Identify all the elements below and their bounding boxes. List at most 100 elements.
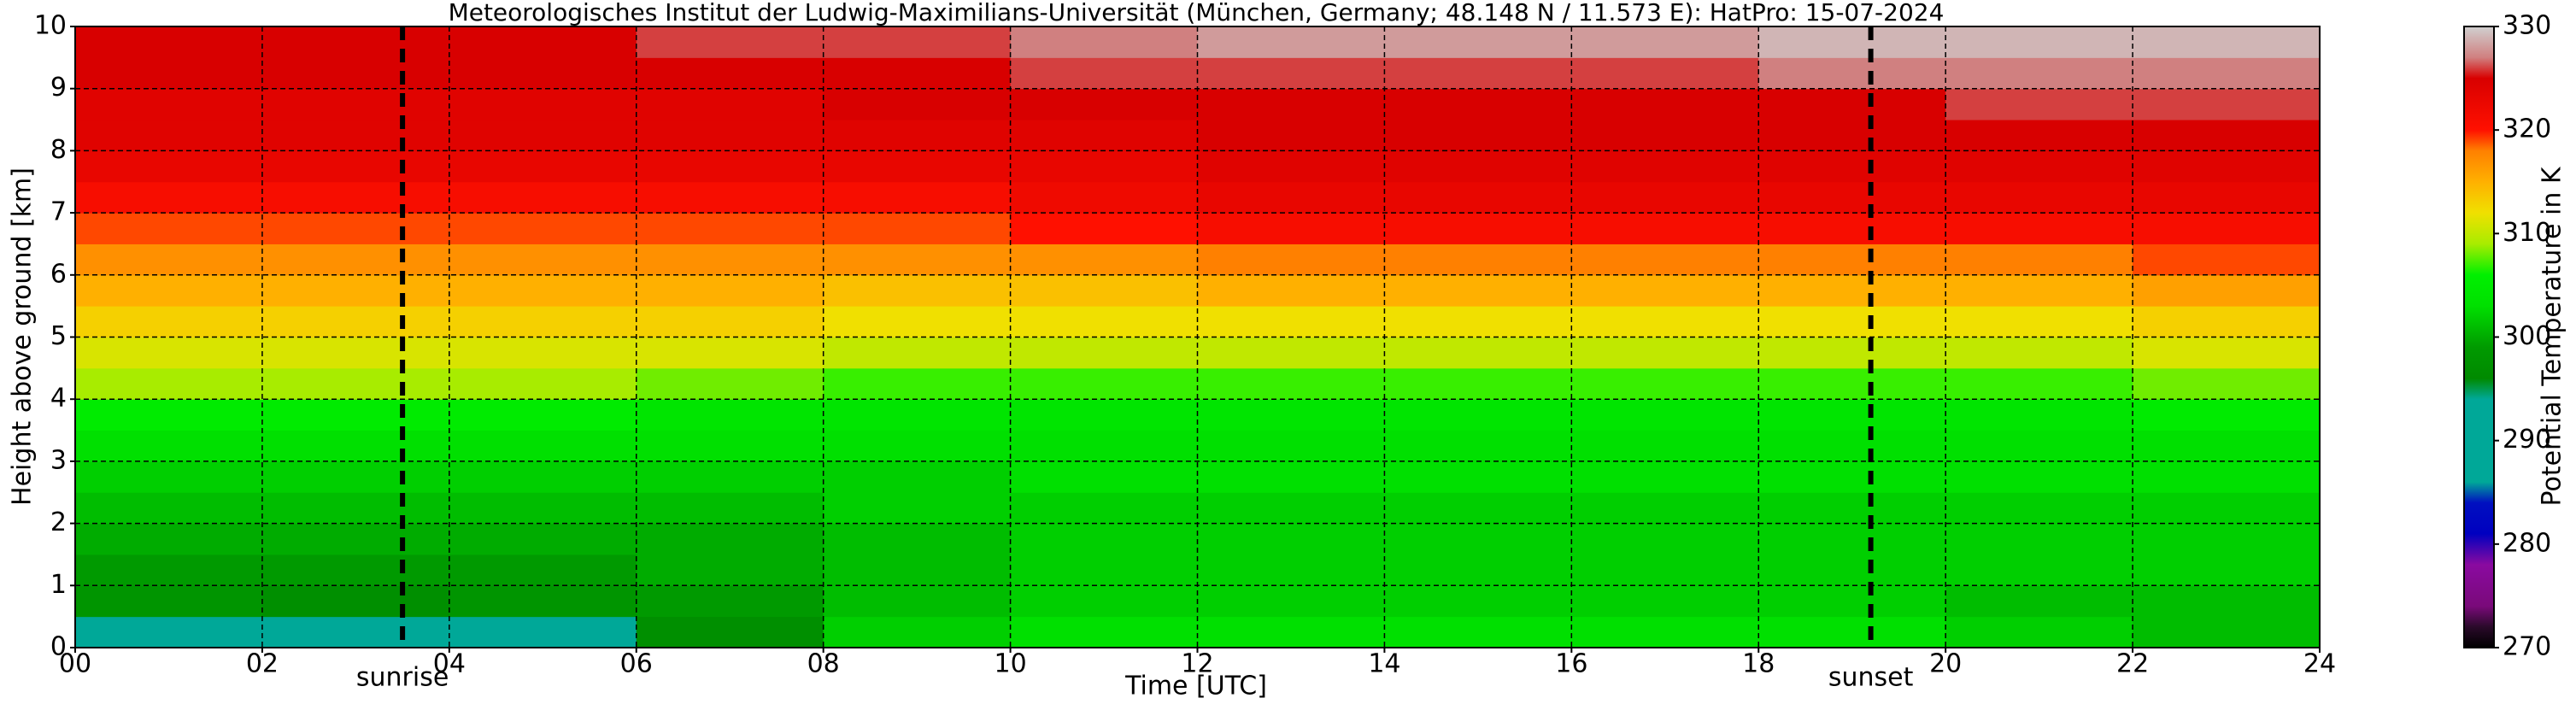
heatmap-cell <box>75 492 263 525</box>
heatmap-cell <box>1010 120 1198 151</box>
heatmap-cell <box>75 554 263 586</box>
heatmap-cell <box>823 492 1012 525</box>
heatmap-cell <box>1945 150 2133 183</box>
heatmap-cell <box>449 213 637 244</box>
heatmap-cell <box>1197 492 1385 525</box>
x-tick-label: 02 <box>246 649 279 679</box>
heatmap-cell <box>449 150 637 183</box>
heatmap-cell <box>261 26 450 58</box>
heatmap-cell <box>636 554 824 586</box>
heatmap-cell <box>449 120 637 151</box>
heatmap-cell <box>1571 213 1759 244</box>
heatmap-cell <box>261 554 450 586</box>
heatmap-cell <box>449 616 637 648</box>
heatmap-cell <box>1197 616 1385 648</box>
heatmap-cell <box>75 274 263 307</box>
heatmap-cell <box>1010 150 1198 183</box>
y-tick-label: 5 <box>50 321 67 351</box>
y-tick-label: 10 <box>34 11 67 41</box>
heatmap-cell <box>261 213 450 244</box>
heatmap-cell <box>1197 181 1385 214</box>
heatmap-cell <box>823 554 1012 586</box>
heatmap-cell <box>1197 120 1385 151</box>
heatmap-cell <box>1384 150 1572 183</box>
heatmap-cell <box>1010 523 1198 555</box>
x-tick-label: 22 <box>2116 649 2149 679</box>
heatmap-cell <box>1945 492 2133 525</box>
heatmap-cell <box>823 57 1012 90</box>
heatmap-cell <box>636 492 824 525</box>
colorbar-tick-label: 300 <box>2503 321 2551 351</box>
x-tick-label: 12 <box>1181 649 1213 679</box>
heatmap-cell <box>1571 367 1759 400</box>
heatmap-cell <box>261 367 450 400</box>
heatmap-cell <box>1945 213 2133 244</box>
heatmap-cell <box>2133 150 2321 183</box>
colorbar-label: Potential Temperature in K <box>2538 166 2567 506</box>
heatmap-cell <box>1571 150 1759 183</box>
heatmap-cell <box>2133 57 2321 90</box>
heatmap-cell <box>261 523 450 555</box>
heatmap-cell <box>75 120 263 151</box>
heatmap-cell <box>1758 492 1946 525</box>
heatmap-cell <box>1571 554 1759 586</box>
heatmap-cell <box>449 57 637 90</box>
heatmap-cell <box>449 337 637 369</box>
heatmap-cell <box>823 150 1012 183</box>
heatmap-cell <box>1010 88 1198 120</box>
heatmap-cell <box>1945 120 2133 151</box>
heatmap-cell <box>75 213 263 244</box>
heatmap-cell <box>2133 399 2321 431</box>
heatmap-cell <box>449 585 637 618</box>
x-tick-label: 14 <box>1368 649 1400 679</box>
heatmap-cell <box>1197 337 1385 369</box>
heatmap-cell <box>1010 213 1198 244</box>
heatmap-cell <box>2133 461 2321 493</box>
heatmap-cell <box>1197 57 1385 90</box>
heatmap-cell <box>261 616 450 648</box>
heatmap-cell <box>1197 213 1385 244</box>
heatmap-cell <box>636 399 824 431</box>
heatmap-cell <box>1945 585 2133 618</box>
colorbar-tick-label: 320 <box>2503 114 2551 144</box>
heatmap-cell <box>1197 523 1385 555</box>
heatmap-cell <box>1571 399 1759 431</box>
heatmap-cell <box>1384 430 1572 462</box>
heatmap-cell <box>449 274 637 307</box>
heatmap-cell <box>449 26 637 58</box>
heatmap-cell <box>261 181 450 214</box>
heatmap-cell <box>1384 26 1572 58</box>
heatmap-cell <box>75 430 263 462</box>
colorbar-tick-label: 280 <box>2503 528 2551 558</box>
heatmap-cell <box>1571 306 1759 337</box>
heatmap-cell <box>1945 399 2133 431</box>
heatmap-cell <box>1945 616 2133 648</box>
heatmap-cell <box>449 306 637 337</box>
heatmap-cell <box>75 367 263 400</box>
heatmap-cell <box>449 461 637 493</box>
heatmap-cell <box>75 26 263 58</box>
heatmap-cell <box>1384 306 1572 337</box>
heatmap-cell <box>636 430 824 462</box>
heatmap-cell <box>1945 88 2133 120</box>
heatmap-cell <box>1571 57 1759 90</box>
heatmap-cell <box>1758 523 1946 555</box>
heatmap-cell <box>1571 337 1759 369</box>
heatmap-cell <box>75 461 263 493</box>
heatmap-cell <box>1571 461 1759 493</box>
heatmap-cell <box>75 399 263 431</box>
heatmap-cell <box>636 150 824 183</box>
heatmap-cell <box>1384 120 1572 151</box>
heatmap-cell <box>636 367 824 400</box>
heatmap-cell <box>636 88 824 120</box>
heatmap-cell <box>449 523 637 555</box>
heatmap-cell <box>75 337 263 369</box>
heatmap-cell <box>1758 150 1946 183</box>
heatmap-cell <box>2133 88 2321 120</box>
heatmap-cell <box>261 306 450 337</box>
heatmap-cell <box>1197 461 1385 493</box>
y-tick-label: 7 <box>50 197 67 227</box>
heatmap-cell <box>1758 306 1946 337</box>
colorbar-tick-label: 330 <box>2503 11 2551 41</box>
heatmap-cell <box>261 492 450 525</box>
